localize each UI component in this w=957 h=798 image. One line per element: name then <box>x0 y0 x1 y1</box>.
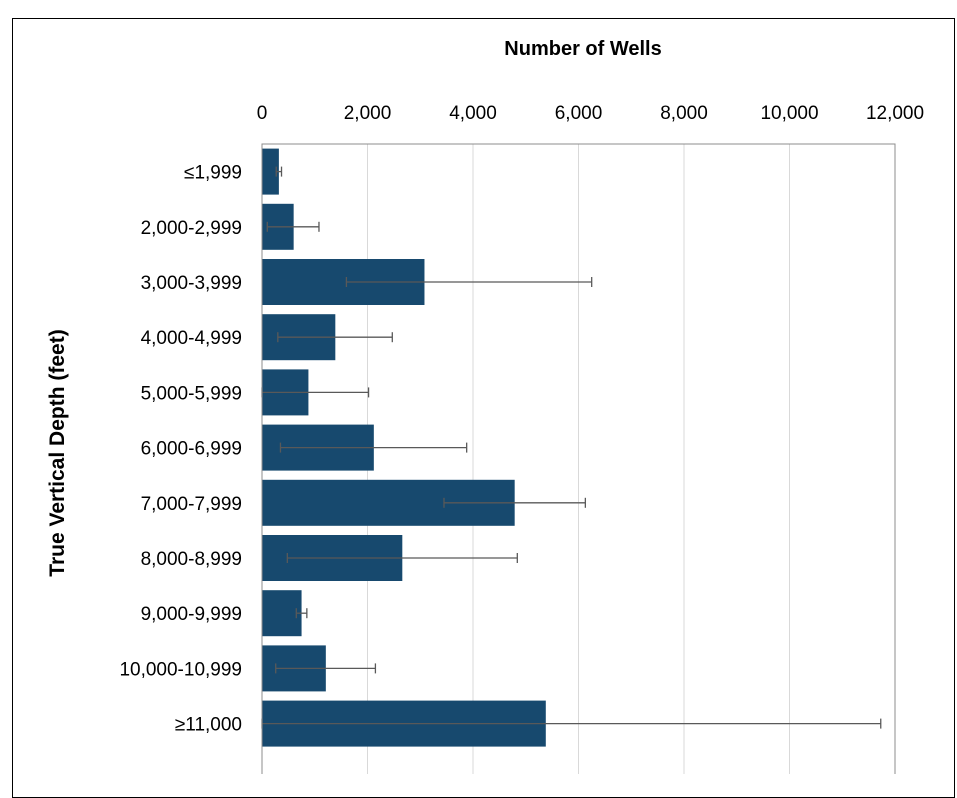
y-tick-label: ≥11,000 <box>175 715 242 736</box>
chart-frame <box>12 18 955 798</box>
x-tick-label: 10,000 <box>760 103 818 124</box>
error-bars <box>261 166 882 729</box>
y-tick-label: 9,000-9,999 <box>141 604 242 625</box>
x-tick-label: 2,000 <box>344 103 392 124</box>
gridlines <box>367 144 790 774</box>
x-tick-label: 8,000 <box>660 103 708 124</box>
y-tick-label: 7,000-7,999 <box>141 494 242 515</box>
x-tick-label: 6,000 <box>555 103 603 124</box>
x-tick-label: 4,000 <box>449 103 497 124</box>
y-tick-label: 2,000-2,999 <box>141 218 242 239</box>
y-tick-label: 10,000-10,999 <box>119 659 242 680</box>
bar <box>262 148 279 195</box>
y-tick-label: 4,000-4,999 <box>141 328 242 349</box>
y-axis-label: True Vertical Depth (feet) <box>46 329 69 576</box>
y-tick-label: 5,000-5,999 <box>141 383 242 404</box>
y-tick-label: 3,000-3,999 <box>141 273 242 294</box>
chart-title: Number of Wells <box>504 38 661 60</box>
y-tick-label: 8,000-8,999 <box>141 549 242 570</box>
y-tick-label: 6,000-6,999 <box>141 439 242 460</box>
x-tick-label: 0 <box>257 103 268 124</box>
y-tick-label: ≤1,999 <box>184 163 242 184</box>
x-tick-label: 12,000 <box>866 103 924 124</box>
x-tick-labels: 0 2,000 4,000 6,000 8,000 10,000 12,000 <box>257 103 924 124</box>
bar <box>262 590 302 637</box>
plot-area-border <box>261 143 896 774</box>
bar-chart: Number of Wells True Vertical Depth (fee… <box>46 38 924 774</box>
y-tick-labels: ≤1,999 2,000-2,999 3,000-3,999 4,000-4,999 5… <box>119 163 242 736</box>
